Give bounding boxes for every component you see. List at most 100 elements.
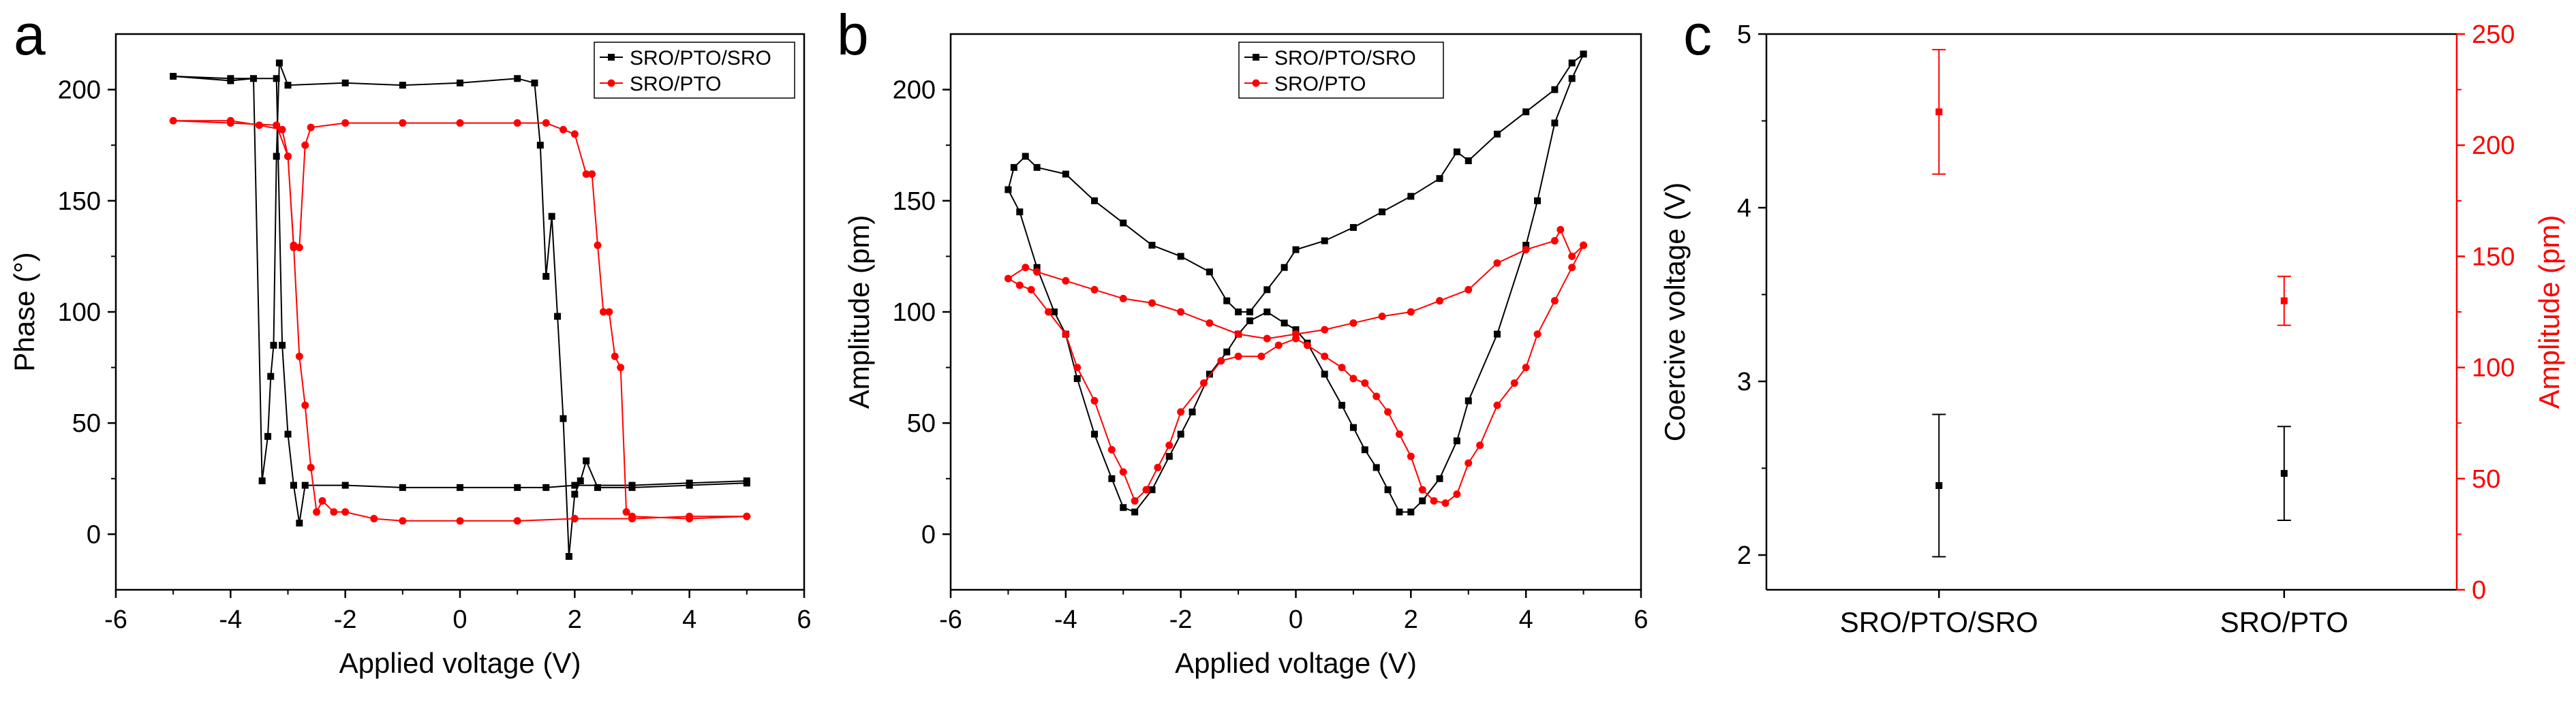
data-point-square	[290, 481, 297, 489]
data-point-circle	[1436, 297, 1444, 305]
data-point-square	[170, 73, 177, 80]
data-point-square	[1050, 309, 1058, 315]
data-point-circle	[255, 121, 263, 129]
data-point-square	[399, 484, 406, 491]
data-point-circle	[1580, 241, 1588, 249]
data-point-circle	[1493, 259, 1501, 267]
data-point-amplitude	[2280, 297, 2288, 304]
y-axis-title-left: Coercive voltage (V)	[1659, 183, 1691, 441]
data-point-square	[1453, 437, 1460, 445]
y-right-tick-label: 100	[2472, 354, 2515, 383]
data-point-square	[1338, 402, 1346, 409]
data-point-square	[267, 373, 275, 380]
legend-label: SRO/PTO/SRO	[630, 47, 771, 69]
data-point-square	[1551, 86, 1559, 93]
data-point-square	[1321, 370, 1328, 378]
data-point-circle	[513, 517, 521, 525]
data-point-square	[1062, 170, 1069, 178]
data-point-square	[571, 481, 579, 489]
y-tick-label: 200	[893, 76, 936, 105]
data-point-circle	[1522, 364, 1530, 372]
data-point-square	[1384, 486, 1392, 494]
x-tick-label: 6	[797, 605, 811, 634]
data-point-square	[1396, 508, 1403, 516]
y-tick-label: 100	[58, 298, 101, 327]
data-point-circle	[588, 170, 596, 178]
data-point-circle	[1177, 308, 1185, 316]
y-right-tick-label: 0	[2472, 576, 2486, 605]
data-point-circle	[570, 515, 579, 523]
y-tick-label: 50	[907, 409, 936, 438]
x-tick-label: -6	[939, 605, 962, 634]
data-point-circle	[1257, 352, 1266, 360]
data-point-circle	[1073, 364, 1082, 372]
data-point-circle	[1407, 308, 1415, 316]
data-point-circle	[301, 401, 309, 409]
data-point-circle	[1568, 264, 1576, 272]
data-point-circle	[307, 123, 315, 131]
data-point-circle	[399, 517, 407, 525]
x-tick-label: -2	[334, 605, 357, 634]
series-line-sro-pto-sro	[1007, 53, 1584, 514]
series-line-sro-pto-sro	[173, 63, 747, 557]
data-point-circle	[594, 241, 602, 249]
legend-marker-square	[1253, 54, 1259, 61]
data-point-circle	[1493, 401, 1501, 409]
x-tick-label: 2	[1404, 605, 1418, 634]
data-point-circle	[513, 119, 521, 127]
data-point-circle	[169, 116, 177, 125]
chart-panel-a: -6 -4 -2 0 2 4 6 0 50 100 150 200 Applied voltage (V…	[8, 33, 812, 679]
x-axis-title: Applied voltage (V)	[339, 647, 581, 679]
y-axis-title: Amplitude (pm)	[843, 215, 875, 409]
data-point-square	[1005, 186, 1012, 193]
data-point-circle	[1349, 375, 1358, 383]
data-point-circle	[1407, 452, 1415, 460]
data-point-square	[1206, 370, 1213, 378]
data-point-square	[1108, 475, 1116, 482]
data-point-circle	[1361, 379, 1369, 387]
y-right-tick-label: 50	[2472, 465, 2500, 494]
data-point-square	[1016, 208, 1024, 216]
data-point-square	[1379, 208, 1386, 216]
data-point-square	[583, 457, 590, 464]
data-point-square	[1493, 130, 1501, 138]
data-point-square	[296, 520, 303, 527]
data-point-square	[1206, 268, 1213, 276]
data-point-square	[571, 490, 579, 498]
data-point-square	[565, 553, 572, 560]
data-point-square	[1148, 486, 1156, 494]
data-point-circle	[301, 141, 309, 149]
data-point-square	[284, 430, 292, 438]
data-point-square	[1091, 197, 1099, 204]
data-point-coercive-voltage	[1935, 482, 1943, 489]
data-point-circle	[559, 125, 567, 133]
data-point-circle	[1453, 490, 1461, 499]
data-point-circle	[341, 119, 350, 127]
x-tick-label: -6	[104, 605, 127, 634]
panel-label-a: a	[14, 3, 46, 67]
data-point-circle	[570, 130, 579, 138]
data-point-circle	[1384, 408, 1392, 416]
data-point-circle	[1154, 463, 1162, 471]
data-point-square	[1361, 446, 1368, 454]
y-right-tick-label: 200	[2472, 131, 2515, 160]
data-point-circle	[1321, 352, 1329, 360]
data-point-square	[258, 477, 266, 485]
data-point-circle	[1090, 285, 1099, 294]
data-point-circle	[628, 515, 636, 523]
data-point-square	[542, 272, 550, 280]
data-point-circle	[605, 308, 613, 316]
data-point-circle	[611, 352, 619, 360]
data-point-square	[1235, 309, 1242, 315]
data-point-square	[1148, 242, 1156, 249]
data-point-square	[1022, 153, 1029, 160]
x-tick-label: 0	[1289, 605, 1303, 634]
legend-label: SRO/PTO	[1274, 73, 1366, 95]
data-point-square	[1120, 504, 1127, 511]
data-point-square	[341, 79, 349, 86]
data-point-circle	[1177, 408, 1185, 416]
data-point-circle	[399, 119, 407, 127]
data-point-square	[1281, 319, 1288, 327]
legend-marker-circle	[1252, 79, 1260, 87]
data-point-square	[686, 479, 693, 487]
